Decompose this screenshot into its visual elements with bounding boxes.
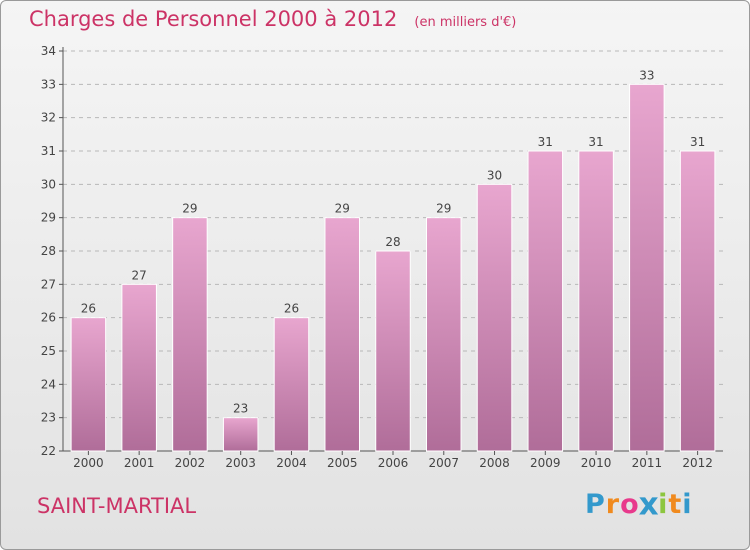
bar [476, 183, 513, 452]
logo-letter: P [585, 489, 606, 520]
logo-letter: r [605, 489, 621, 520]
x-tick-label: 2001 [124, 456, 155, 470]
y-tick-label: 30 [41, 177, 56, 191]
bar-value-label: 33 [639, 68, 654, 82]
commune-name: SAINT-MARTIAL [37, 494, 197, 518]
bar-value-label: 29 [436, 202, 451, 216]
x-tick-label: 2011 [632, 456, 663, 470]
x-tick-label: 2003 [225, 456, 256, 470]
y-tick-label: 25 [41, 344, 56, 358]
x-tick-label: 2006 [378, 456, 409, 470]
bar [426, 217, 462, 452]
bar-value-label: 29 [335, 202, 350, 216]
bar-value-label: 23 [233, 402, 248, 416]
bar-value-label: 29 [182, 202, 197, 216]
y-tick-label: 22 [41, 444, 56, 458]
y-tick-label: 28 [41, 244, 56, 258]
logo-letter: t [668, 489, 683, 520]
logo-letter: o [620, 489, 640, 520]
logo-letter: x [638, 486, 660, 523]
bar-value-label: 31 [690, 135, 705, 149]
bar-value-label: 31 [588, 135, 603, 149]
logo-letter: i [658, 489, 669, 520]
y-tick-label: 31 [41, 144, 56, 158]
proxiti-logo: Proxiti [585, 486, 693, 523]
bar [527, 150, 564, 452]
bar [679, 150, 716, 452]
bar [70, 317, 107, 452]
bar-value-label: 28 [385, 235, 400, 249]
logo-letter: i [682, 489, 693, 520]
bar [629, 83, 665, 452]
x-tick-label: 2010 [581, 456, 612, 470]
chart-title: Charges de Personnel 2000 à 2012 [29, 7, 398, 31]
bar-value-label: 26 [284, 302, 299, 316]
x-tick-label: 2000 [73, 456, 104, 470]
bar [121, 283, 157, 452]
chart-subtitle: (en milliers d'€) [414, 15, 517, 30]
x-tick-label: 2012 [682, 456, 713, 470]
x-tick-label: 2009 [530, 456, 561, 470]
x-tick-label: 2002 [175, 456, 206, 470]
x-tick-label: 2007 [428, 456, 459, 470]
y-tick-label: 32 [41, 111, 56, 125]
bar-value-label: 30 [487, 168, 502, 182]
y-tick-label: 23 [41, 411, 56, 425]
bar-value-label: 26 [81, 302, 96, 316]
bar [273, 317, 310, 452]
x-tick-label: 2004 [276, 456, 307, 470]
y-tick-label: 33 [41, 77, 56, 91]
title-row: Charges de Personnel 2000 à 2012 (en mil… [29, 7, 516, 31]
bar [324, 217, 360, 452]
bar [222, 417, 259, 452]
bar [172, 217, 208, 452]
y-tick-label: 27 [41, 277, 56, 291]
y-tick-label: 34 [41, 44, 56, 58]
y-tick-label: 26 [41, 311, 56, 325]
x-tick-label: 2005 [327, 456, 358, 470]
bar-value-label: 31 [538, 135, 553, 149]
bar-value-label: 27 [132, 268, 147, 282]
bar [578, 150, 614, 452]
x-tick-label: 2008 [479, 456, 510, 470]
y-tick-label: 29 [41, 211, 56, 225]
y-tick-label: 24 [41, 377, 56, 391]
bar [375, 250, 411, 452]
